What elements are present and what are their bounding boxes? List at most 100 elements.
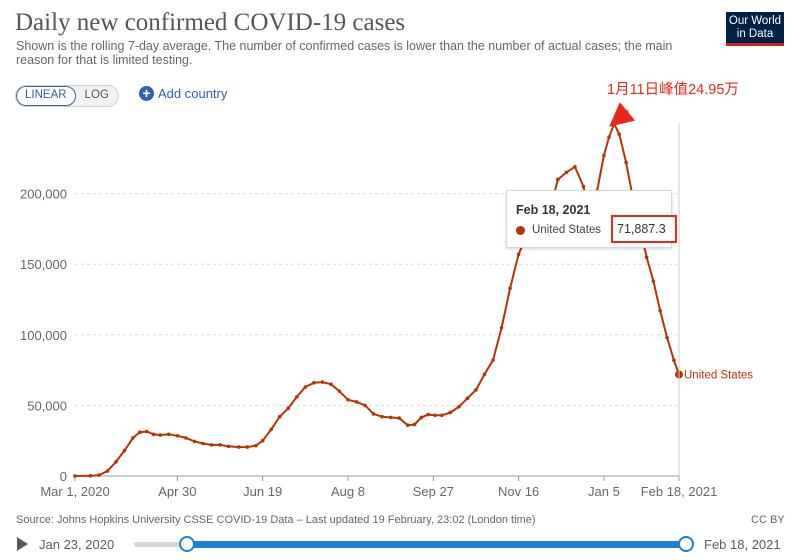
grid-lines (75, 193, 679, 406)
timeline-end-handle[interactable] (678, 536, 694, 552)
chart-subtitle: Shown is the rolling 7-day average. The … (16, 39, 673, 67)
y-tick-label: 100,000 (20, 328, 67, 343)
chart-title: Daily new confirmed COVID-19 cases (15, 9, 406, 36)
data-point (474, 388, 478, 392)
data-point (573, 164, 577, 169)
timeline-start-handle[interactable] (179, 536, 195, 552)
timeline-selected-range[interactable] (186, 541, 686, 548)
license-link[interactable]: CC BY (751, 514, 785, 526)
data-point (303, 385, 308, 389)
peak-annotation: 1月11日峰值24.95万 (607, 82, 739, 98)
data-point (105, 469, 110, 473)
data-point (218, 443, 222, 447)
data-point (508, 286, 512, 291)
linear-scale-button[interactable]: LINEAR (16, 86, 76, 106)
data-point (607, 135, 611, 139)
data-point (131, 436, 135, 440)
tooltip-series-dot (516, 226, 525, 235)
scale-toggle: LINEAR LOG (15, 85, 119, 107)
data-point (516, 252, 521, 257)
data-point (114, 460, 118, 464)
owid-logo[interactable]: Our World in Data (726, 12, 784, 46)
data-point (312, 381, 316, 385)
data-point (175, 433, 180, 438)
line-chart: 0 50,000 100,000 150,000 200,000 Mar 1, 2020 A… (20, 102, 753, 499)
tooltip-value: 71,887.3 (611, 215, 677, 243)
timeline-start-label: Jan 23, 2020 (39, 537, 115, 552)
y-tick-label: 0 (60, 469, 67, 484)
data-point (329, 382, 333, 387)
data-point (209, 443, 214, 447)
data-point (226, 444, 231, 449)
data-point (388, 415, 393, 420)
data-point (167, 432, 171, 437)
y-tick-label: 50,000 (27, 398, 67, 413)
y-tick-label: 200,000 (20, 187, 67, 202)
data-point (380, 414, 384, 419)
data-point (440, 413, 444, 418)
series-layer: United States (73, 121, 753, 478)
log-scale-button[interactable]: LOG (84, 89, 109, 101)
data-point (88, 473, 93, 478)
data-point (433, 413, 437, 418)
data-point (122, 448, 127, 453)
data-point (371, 412, 376, 416)
logo-line-1: Our World (728, 15, 782, 27)
data-point (651, 279, 656, 283)
data-point (465, 396, 470, 401)
x-tick-label: Jan 5 (588, 484, 620, 499)
tooltip-date: Feb 18, 2021 (516, 203, 591, 217)
data-point (346, 397, 350, 402)
data-point (354, 400, 359, 404)
peak-arrow (609, 102, 636, 127)
series-end-label: United States (684, 369, 753, 381)
data-point (397, 416, 401, 420)
plus-icon: + (139, 86, 154, 101)
data-point (426, 412, 430, 417)
add-country-label: Add country (158, 86, 228, 101)
source-note[interactable]: Source: Johns Hopkins University CSSE CO… (16, 514, 536, 526)
data-point (73, 474, 77, 478)
x-tick-label: Feb 18, 2021 (641, 484, 718, 499)
data-point (236, 445, 241, 449)
data-point (556, 177, 560, 182)
logo-line-2: in Data (736, 28, 774, 40)
data-point (295, 395, 299, 399)
data-point (277, 414, 282, 419)
data-point (665, 335, 669, 340)
x-tick-label: Nov 16 (498, 484, 539, 499)
data-point (644, 255, 649, 259)
overlay-layer (609, 102, 680, 476)
data-point (254, 443, 258, 448)
data-point (602, 153, 606, 158)
data-point (617, 132, 622, 137)
data-point (658, 308, 663, 313)
data-point (624, 160, 628, 165)
data-point (612, 121, 616, 126)
data-point (482, 372, 487, 377)
axes: 0 50,000 100,000 150,000 200,000 Mar 1, 2020 A… (20, 187, 717, 499)
series-line (74, 122, 680, 477)
data-point (564, 170, 569, 175)
data-point (491, 358, 495, 363)
data-point (192, 439, 197, 444)
data-point (419, 415, 424, 420)
timeline-end-label: Feb 18, 2021 (704, 537, 781, 552)
data-point (184, 436, 188, 440)
data-point (448, 410, 453, 415)
x-tick-label: Jun 19 (243, 484, 282, 499)
play-icon[interactable] (17, 537, 28, 551)
data-point (286, 406, 291, 411)
data-point (151, 432, 156, 437)
data-point (457, 405, 461, 409)
add-country-button[interactable]: + Add country (139, 86, 227, 101)
data-point (412, 422, 417, 427)
data-point (158, 433, 163, 437)
data-point (363, 403, 367, 408)
x-tick-label: Sep 27 (413, 484, 454, 499)
x-tick-label: Aug 8 (331, 484, 365, 499)
data-point (320, 380, 325, 384)
data-point (201, 441, 205, 446)
data-point (269, 427, 274, 432)
tooltip-series-name: United States (532, 224, 602, 236)
